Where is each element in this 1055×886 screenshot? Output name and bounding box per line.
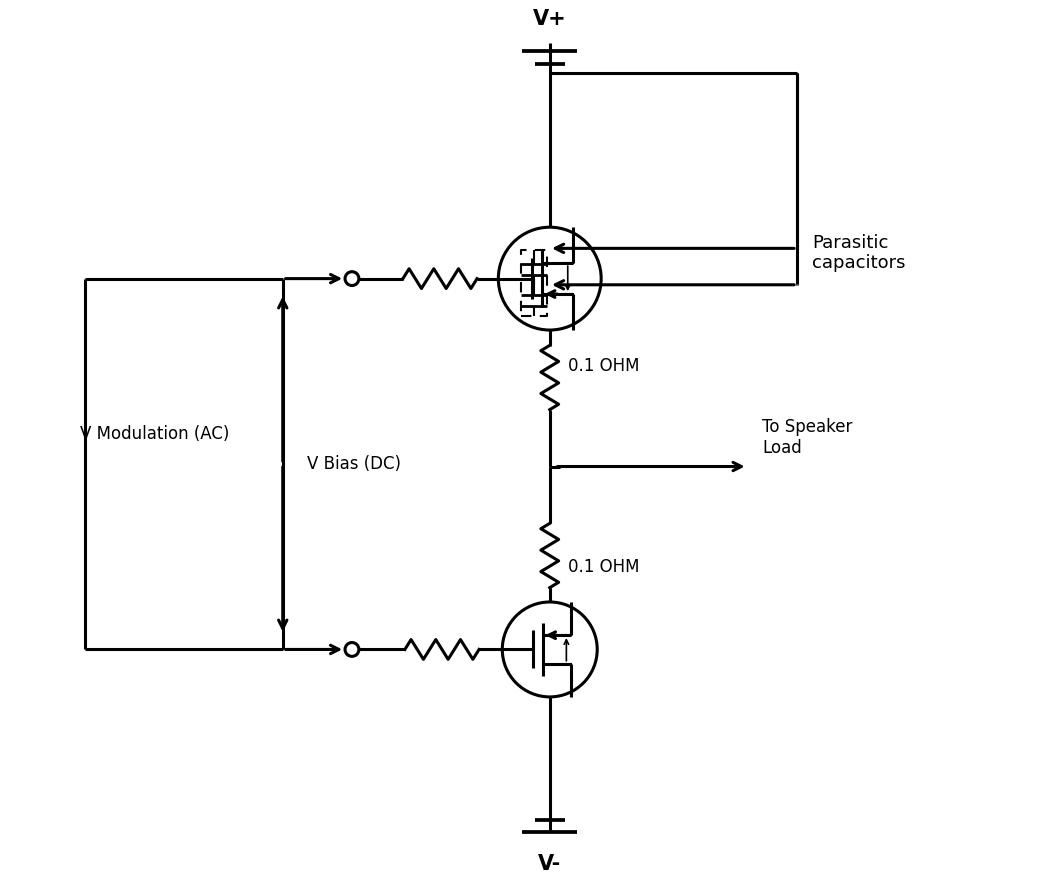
Text: 0.1 OHM: 0.1 OHM xyxy=(568,558,639,577)
Text: To Speaker
Load: To Speaker Load xyxy=(763,418,852,456)
Text: V Bias (DC): V Bias (DC) xyxy=(307,455,402,473)
Text: V+: V+ xyxy=(533,10,567,29)
Text: V Modulation (AC): V Modulation (AC) xyxy=(80,425,229,443)
Text: V-: V- xyxy=(538,854,561,874)
Text: Parasitic
capacitors: Parasitic capacitors xyxy=(811,234,905,272)
Text: 0.1 OHM: 0.1 OHM xyxy=(568,357,639,375)
